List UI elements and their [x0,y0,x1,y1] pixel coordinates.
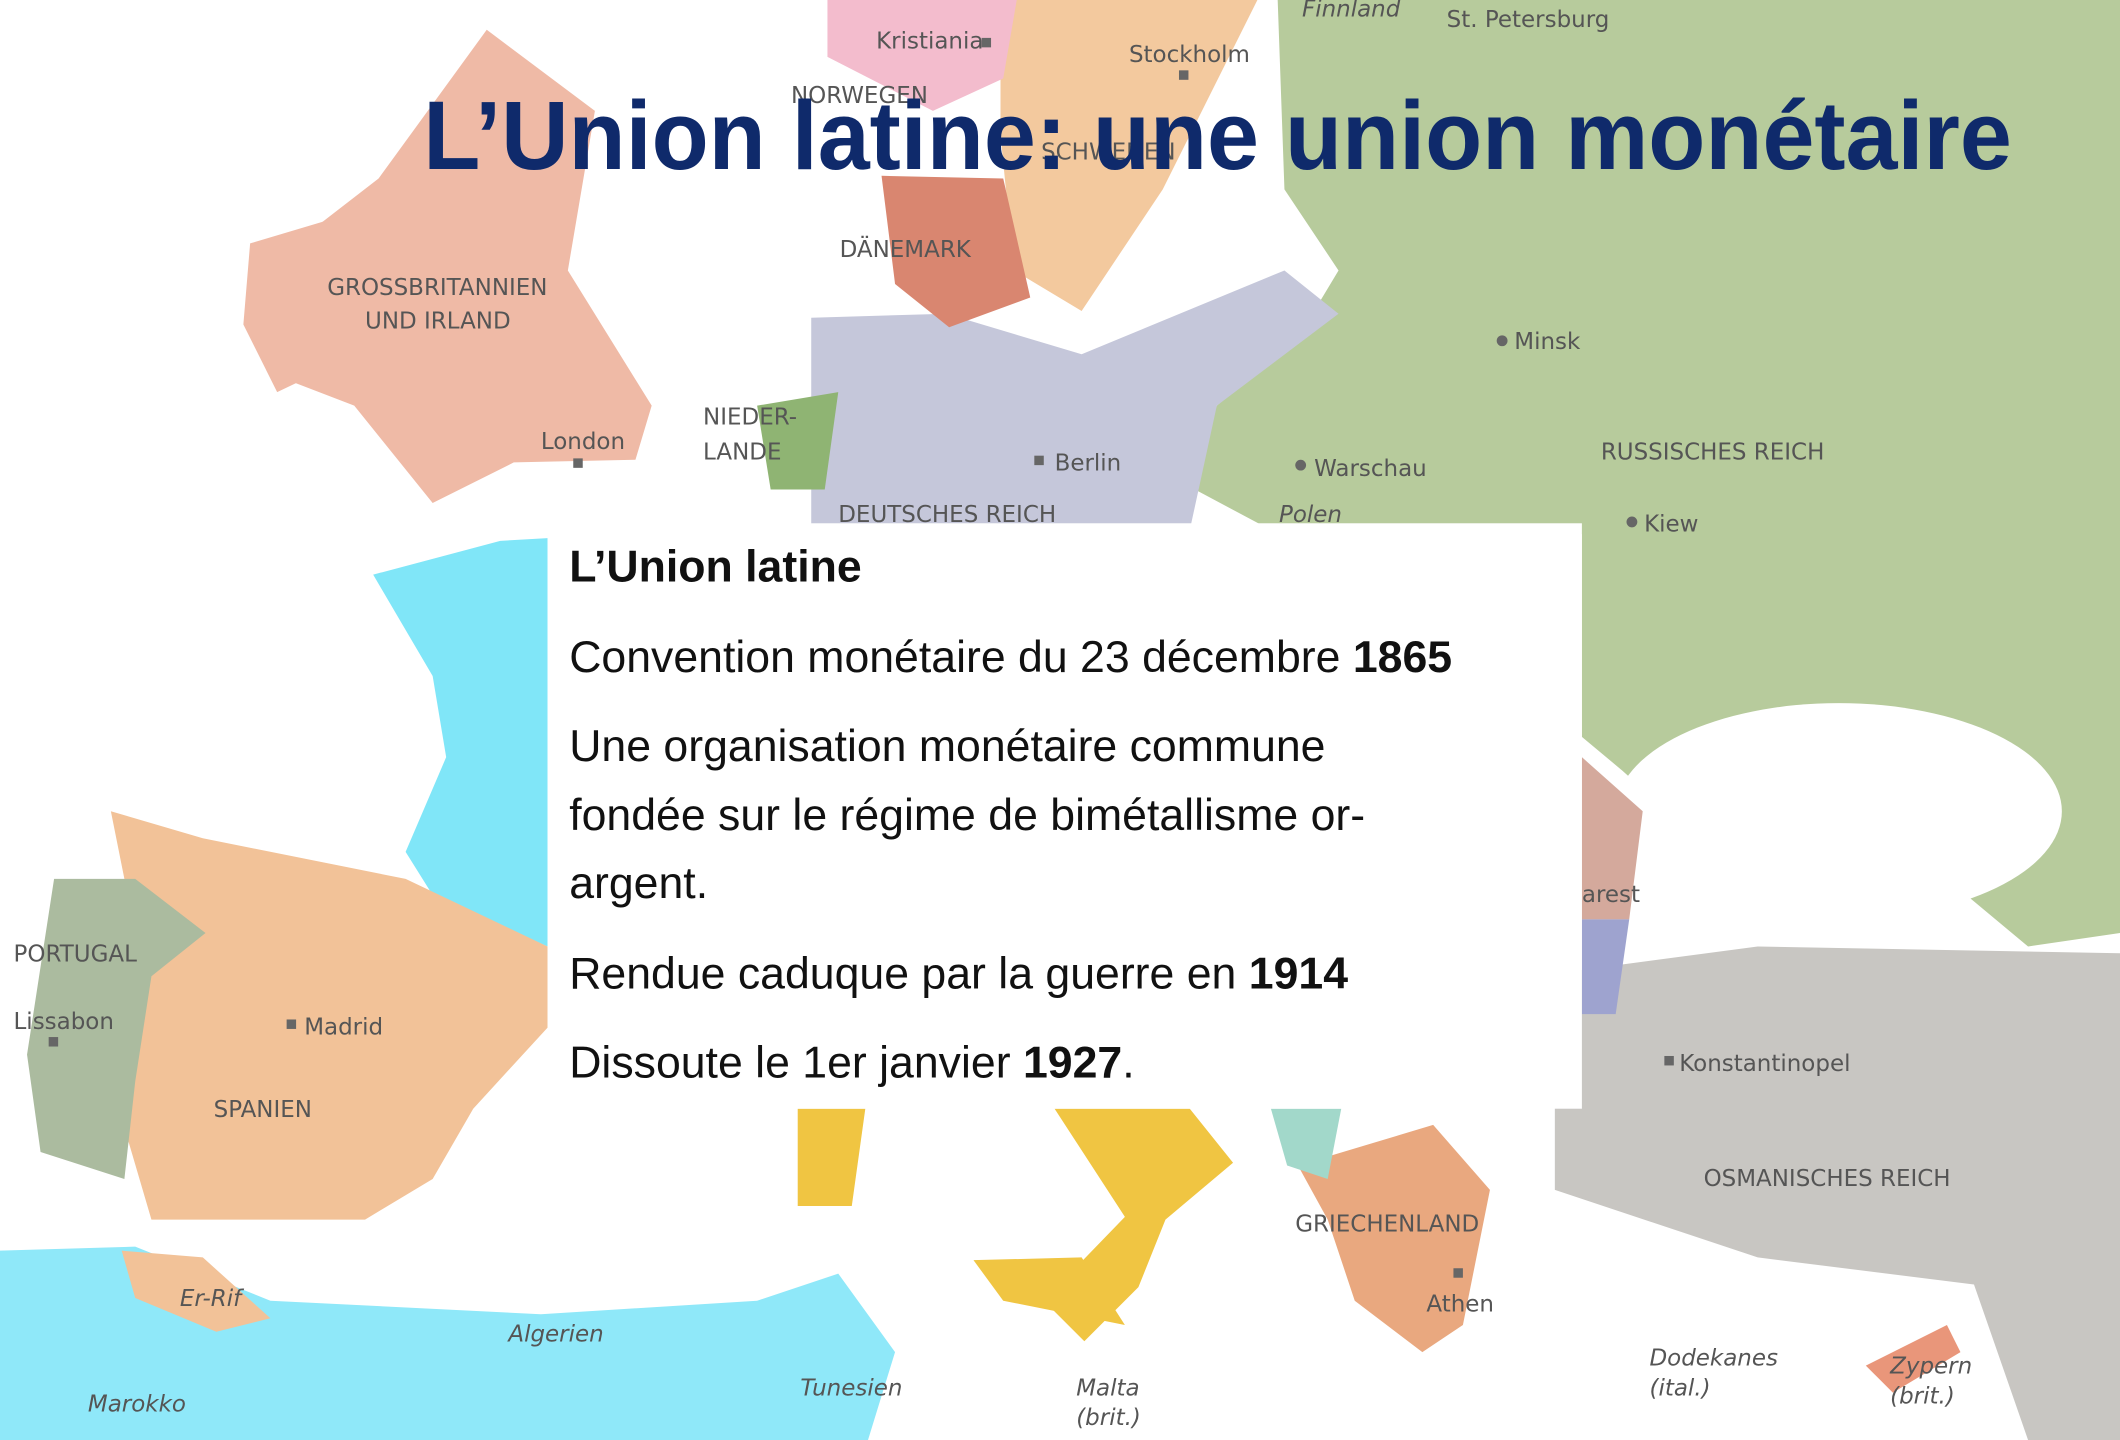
map-label: Er-Rif [180,1286,244,1312]
map-label: Warschau [1314,456,1427,482]
map-label: GROSSBRITANNIEN [327,275,547,301]
map-label: UND IRLAND [365,309,511,335]
britain [277,29,652,503]
map-label: LANDE [703,440,781,466]
ottoman [1554,946,2120,1440]
portugal [27,878,206,1180]
box-line: Dissoute le 1er janvier 1927. [569,1039,1134,1088]
map-label: arest [1582,882,1640,908]
map-label: (brit.) [1076,1405,1141,1431]
sardinia [797,1108,866,1207]
box-text: Une organisation monétaire commune [569,722,1325,771]
map-label: (brit.) [1890,1383,1955,1409]
box-line: Rendue caduque par la guerre en 1914 [569,949,1348,998]
box-text: argent. [569,859,708,908]
map-label: Malta [1076,1375,1139,1401]
germany [811,270,1339,531]
map-label: Kiew [1644,511,1698,537]
box-text: . [1122,1039,1134,1088]
box-line: argent. [569,859,708,908]
cyprus [1865,1325,1961,1393]
sweden [1000,0,1258,312]
box-text: 1865 [1353,633,1452,682]
sicily [973,1257,1125,1326]
map-label: Athen [1426,1292,1494,1318]
box-text: 1927 [1023,1039,1122,1088]
map-label: Lissabon [14,1009,114,1035]
map-label: (ital.) [1649,1375,1710,1401]
box-line: Convention monétaire du 23 décembre 1865 [569,633,1452,682]
map-label: Kristiania [876,29,983,55]
ireland [243,216,368,393]
map-label: Stockholm [1129,42,1250,68]
spain [110,811,548,1220]
map-label: NORWEGEN [791,83,928,109]
box-heading: L’Union latine [569,542,861,591]
box-text: fondée sur le régime de bimétallisme or- [569,791,1365,840]
map-label: Zypern [1889,1354,1972,1380]
map-label: London [541,429,625,455]
map-label: Algerien [506,1321,603,1347]
box-text: Dissoute le 1er janvier [569,1039,1023,1088]
map-label: Tunesien [800,1375,902,1401]
map-label: SPANIEN [214,1097,312,1123]
romania [1581,757,1643,920]
map-label: GRIECHENLAND [1295,1212,1479,1238]
map-label: Konstantinopel [1679,1051,1850,1077]
france [373,538,548,947]
bulgaria [1581,919,1630,1015]
map-label: Marokko [88,1392,186,1418]
map-label: RUSSISCHES REICH [1601,440,1825,466]
map-label: NIEDER- [703,405,797,431]
slide-title: L’Union latine: une union monétaire [423,81,2012,190]
netherlands [757,392,839,490]
greece [1297,1124,1490,1353]
norway [827,0,1017,111]
text-box [547,523,1582,1109]
black-sea [1615,703,2062,920]
map-label: Dodekanes [1649,1346,1778,1372]
box-line: fondée sur le régime de bimétallisme or- [569,791,1365,840]
er-rif [121,1250,271,1332]
map-label: PORTUGAL [14,941,138,967]
city-dots [48,37,1674,1278]
box-line: Une organisation monétaire commune [569,722,1325,771]
map-label: OSMANISCHES REICH [1704,1166,1951,1192]
map-label: Finnland [1302,0,1401,22]
map-label: DÄNEMARK [840,235,972,263]
albania [1270,1108,1342,1180]
box-text: Rendue caduque par la guerre en [569,949,1249,998]
map-label: Madrid [304,1014,383,1040]
map-label: Berlin [1055,451,1122,477]
map-label: St. Petersburg [1447,7,1610,33]
box-text: 1914 [1249,949,1348,998]
box-text: Convention monétaire du 23 décembre [569,633,1353,682]
denmark [881,175,1031,328]
map-label: SCHWEDEN [1041,140,1176,166]
map-label: Minsk [1514,329,1581,355]
